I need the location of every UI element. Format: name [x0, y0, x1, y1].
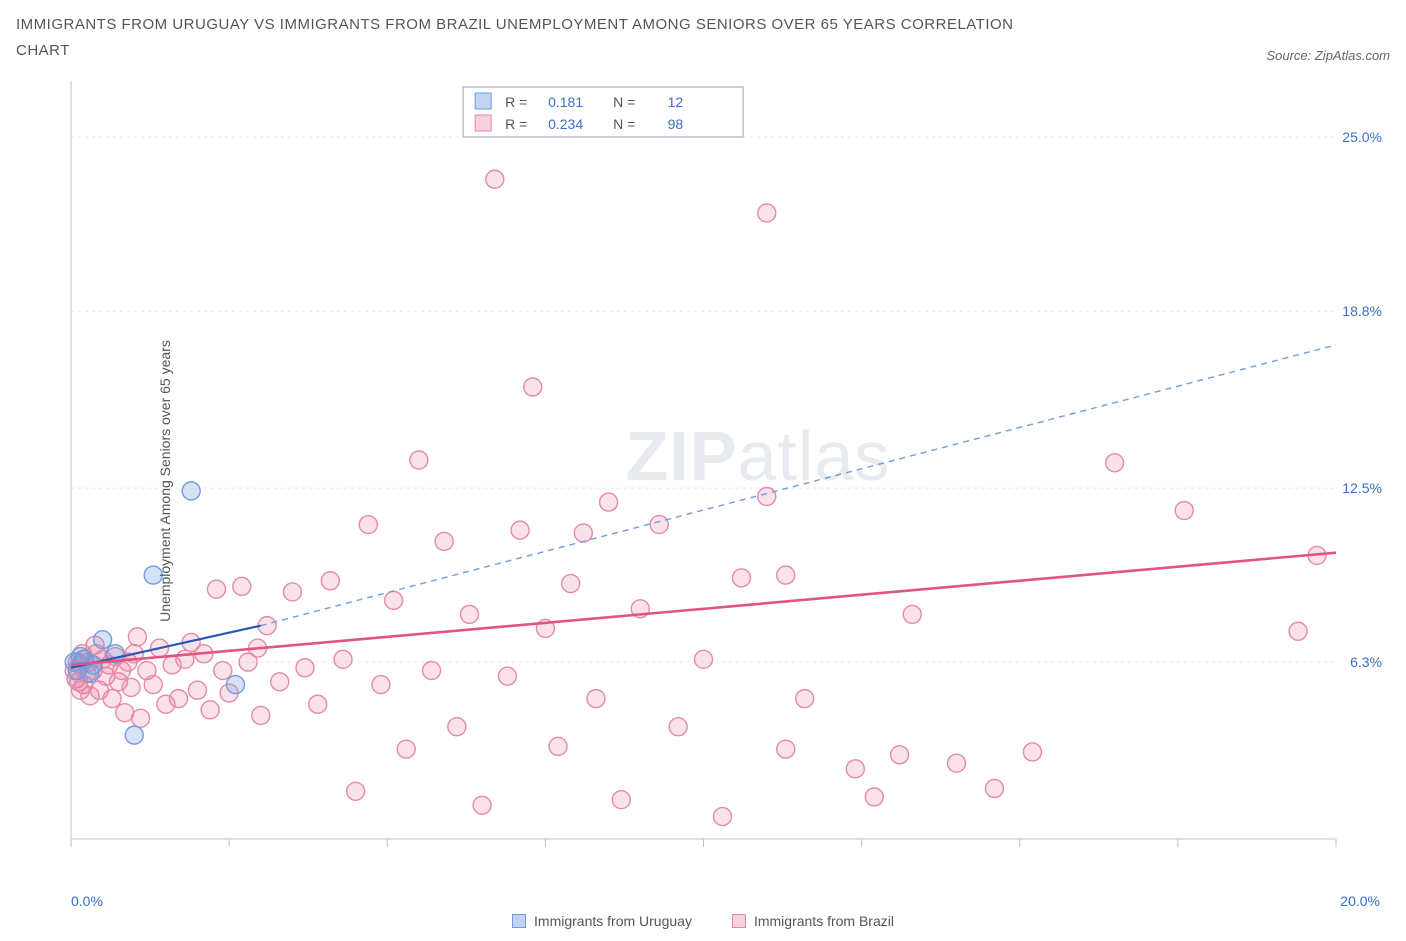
svg-text:12.5%: 12.5% [1342, 480, 1382, 496]
svg-text:0.234: 0.234 [548, 116, 583, 132]
legend-swatch-brazil [732, 914, 746, 928]
svg-text:R =: R = [505, 94, 527, 110]
svg-text:R =: R = [505, 116, 527, 132]
y-axis-label: Unemployment Among Seniors over 65 years [157, 340, 173, 622]
svg-text:6.3%: 6.3% [1350, 654, 1382, 670]
legend-item-uruguay: Immigrants from Uruguay [512, 913, 692, 929]
legend-label-uruguay: Immigrants from Uruguay [534, 913, 692, 929]
scatter-chart: 25.0% 18.8% 12.5% 6.3% R = 0.181 N = 12 R = 0.234… [16, 71, 1386, 891]
svg-text:98: 98 [668, 116, 684, 132]
x-min-label: 0.0% [71, 893, 103, 909]
svg-text:18.8%: 18.8% [1342, 303, 1382, 319]
svg-text:12: 12 [668, 94, 684, 110]
x-max-label: 20.0% [1340, 893, 1380, 909]
svg-text:N =: N = [613, 116, 635, 132]
svg-text:0.181: 0.181 [548, 94, 583, 110]
legend-label-brazil: Immigrants from Brazil [754, 913, 894, 929]
legend-item-brazil: Immigrants from Brazil [732, 913, 894, 929]
bottom-legend: Immigrants from Uruguay Immigrants from … [16, 913, 1390, 929]
chart-title: IMMIGRANTS FROM URUGUAY VS IMMIGRANTS FR… [16, 12, 1066, 63]
source-label: Source: ZipAtlas.com [1266, 48, 1390, 63]
svg-text:N =: N = [613, 94, 635, 110]
svg-text:25.0%: 25.0% [1342, 129, 1382, 145]
legend-swatch-uruguay [512, 914, 526, 928]
